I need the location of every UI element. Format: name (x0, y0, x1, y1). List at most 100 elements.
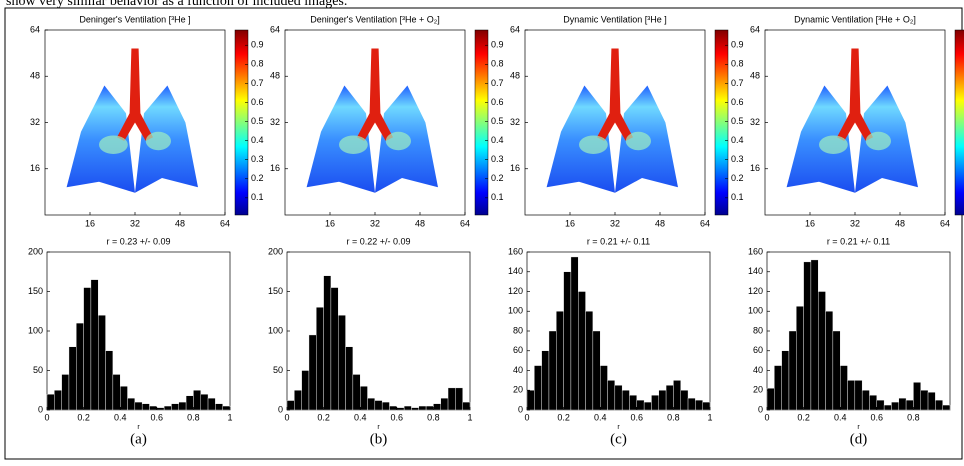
colorbar-tick-label: 0.2 (491, 173, 504, 183)
bar (433, 403, 441, 411)
bar (803, 261, 812, 411)
colorbar-tick-label: 0.5 (731, 116, 744, 126)
bar (462, 401, 471, 411)
image-title: Deninger's Ventilation [³He ] (79, 14, 190, 24)
x-tick-label: 0.6 (871, 412, 884, 422)
bar (920, 390, 929, 411)
y-tick-label: 32 (750, 117, 760, 127)
bar (556, 311, 564, 411)
x-tick-label: 0.6 (151, 412, 164, 422)
colorbar-tick-label: 0.9 (731, 40, 744, 50)
bar (534, 365, 542, 411)
colorbar-tick-label: 0.3 (251, 154, 264, 164)
bar (614, 385, 623, 411)
x-tick-label: 0 (44, 412, 49, 422)
x-tick-label: 0.8 (187, 412, 200, 422)
y-tick-label: 48 (510, 71, 520, 81)
x-tick-label: 16 (85, 218, 95, 228)
colorbar-tick-label: 0.2 (731, 173, 744, 183)
lung-left (306, 85, 375, 193)
bar (54, 390, 62, 411)
x-tick-label: 1 (227, 412, 232, 422)
y-tick-label: 160 (508, 246, 523, 256)
bar (156, 407, 165, 411)
bar (570, 256, 579, 411)
bar (455, 387, 463, 411)
bar (90, 279, 99, 411)
lung-highlight (385, 131, 411, 151)
bar (898, 397, 907, 411)
colorbar-tick-label: 0.7 (731, 78, 744, 88)
x-tick-label: 48 (655, 218, 665, 228)
bar (200, 394, 209, 411)
lung-left (786, 85, 855, 193)
bar (578, 291, 586, 411)
lung-left (66, 85, 135, 193)
lung-highlight (579, 135, 608, 154)
y-tick-label: 16 (510, 163, 520, 173)
x-axis-label: r (617, 424, 620, 431)
bar (360, 386, 368, 411)
y-tick-label: 64 (270, 24, 280, 34)
caption: (d) (850, 431, 868, 447)
bar (46, 394, 55, 411)
y-tick-label: 150 (268, 286, 283, 296)
bar (810, 259, 819, 411)
y-tick-label: 120 (748, 286, 763, 296)
colorbar-tick-label: 0.3 (731, 154, 744, 164)
bar (658, 390, 667, 411)
bar (548, 330, 557, 411)
colorbar-tick-label: 0.2 (251, 173, 264, 183)
x-tick-label: 32 (610, 218, 620, 228)
bar (651, 394, 659, 411)
bar (345, 346, 354, 411)
bar (149, 405, 157, 411)
x-tick-label: 0.6 (631, 412, 644, 422)
bar (207, 397, 216, 411)
y-tick-label: 50 (273, 365, 283, 375)
bar (418, 405, 427, 411)
bar (673, 380, 681, 411)
x-tick-label: 0.6 (391, 412, 404, 422)
bar (695, 399, 703, 411)
y-tick-label: 50 (33, 365, 43, 375)
colorbar (714, 29, 729, 216)
colorbar-tick-label: 0.1 (731, 192, 744, 202)
bar (367, 397, 376, 411)
colorbar-tick-label: 0.5 (491, 116, 504, 126)
chart-title: r = 0.21 +/- 0.11 (827, 236, 890, 246)
y-tick-label: 48 (270, 71, 280, 81)
x-tick-label: 0.2 (557, 412, 570, 422)
x-tick-label: 0.8 (667, 412, 680, 422)
chart-title: r = 0.21 +/- 0.11 (587, 236, 650, 246)
bar (774, 365, 782, 411)
bar (178, 401, 187, 411)
bar (766, 388, 775, 411)
colorbar (474, 29, 489, 216)
colorbar-tick-label: 0.6 (731, 97, 744, 107)
y-tick-label: 0 (278, 404, 283, 414)
bar (592, 330, 601, 411)
bar (352, 374, 361, 411)
bar (425, 405, 434, 411)
bar (83, 287, 92, 411)
y-tick-label: 32 (510, 117, 520, 127)
y-tick-label: 0 (518, 404, 523, 414)
bar (665, 385, 674, 411)
lung-highlight (625, 131, 652, 151)
trachea (357, 48, 393, 141)
bar (68, 346, 77, 411)
bar (869, 394, 877, 411)
bar (411, 407, 419, 411)
x-tick-label: 1 (707, 412, 712, 422)
y-tick-label: 120 (508, 286, 523, 296)
bar (374, 400, 383, 411)
bar (193, 390, 201, 411)
x-tick-label: 0 (764, 412, 769, 422)
bar (629, 394, 637, 411)
chart-title: r = 0.22 +/- 0.09 (346, 236, 410, 246)
bar (301, 370, 310, 411)
x-tick-label: 64 (220, 218, 230, 228)
x-tick-label: 1 (467, 412, 472, 422)
